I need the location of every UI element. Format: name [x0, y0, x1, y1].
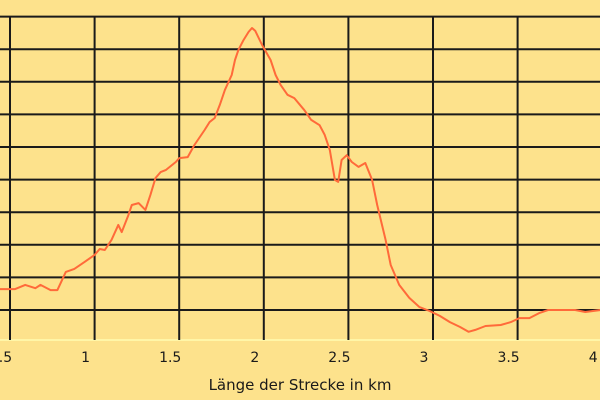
- grid: [0, 15, 600, 341]
- x-tick-label: 1: [81, 350, 90, 366]
- x-tick-label: 1.5: [159, 350, 181, 366]
- x-tick-label: 4: [589, 350, 598, 366]
- x-tick-label: 3.5: [497, 350, 519, 366]
- x-tick-label: 2: [250, 350, 259, 366]
- x-tick-label: 2.5: [328, 350, 350, 366]
- x-tick-labels: 0.5 1 1.5 2 2.5 3 3.5 4: [0, 350, 598, 366]
- x-axis-label: Länge der Strecke in km: [209, 376, 392, 394]
- series-line: [0, 27, 600, 333]
- x-tick-label: 0.5: [0, 350, 12, 366]
- x-tick-label: 3: [420, 350, 429, 366]
